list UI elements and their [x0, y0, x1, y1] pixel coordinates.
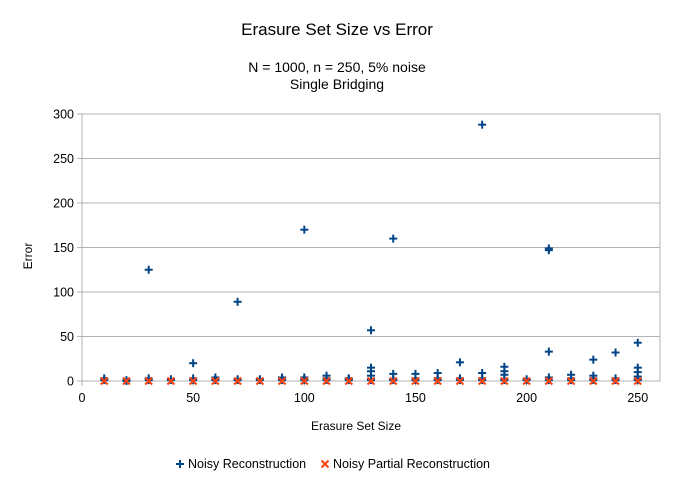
legend-label-noisy-partial-reconstruction: Noisy Partial Reconstruction [333, 457, 490, 471]
data-point-s1-2 [144, 376, 153, 386]
data-point-s0-15 [233, 297, 242, 306]
chart-title: Erasure Set Size vs Error [241, 20, 433, 39]
data-point-s1-6 [233, 376, 242, 386]
legend: Noisy Reconstruction Noisy Partial Recon… [176, 457, 490, 471]
data-point-s1-1 [122, 376, 131, 386]
data-point-s1-19 [522, 376, 531, 386]
chart-subtitle-line-2: Single Bridging [290, 76, 384, 92]
data-point-s0-78 [633, 338, 642, 347]
y-tick-label-300: 300 [53, 108, 74, 122]
data-point-s0-71 [589, 355, 598, 364]
x-tick-label-0: 0 [79, 391, 86, 405]
y-axis-label: Error [21, 243, 35, 270]
data-point-s1-21 [566, 376, 576, 386]
x-tick-label-100: 100 [294, 391, 315, 405]
series-1 [100, 376, 642, 386]
legend-marker-noisy-reconstruction [176, 460, 184, 468]
data-point-s1-9 [300, 376, 309, 386]
y-tick-label-150: 150 [53, 241, 74, 255]
data-point-s1-17 [477, 376, 487, 386]
y-tick-label-100: 100 [53, 286, 74, 300]
gridlines [82, 113, 660, 337]
data-point-s1-10 [322, 376, 331, 386]
chart-subtitle-line-1: N = 1000, n = 250, 5% noise [248, 59, 426, 75]
y-tick-label-250: 250 [53, 152, 74, 166]
x-axis: 0 50 100 150 200 250 [79, 381, 648, 405]
data-point-s1-8 [277, 376, 287, 386]
data-point-s0-39 [389, 234, 398, 243]
data-point-s1-15 [433, 376, 442, 386]
data-point-s1-4 [188, 376, 198, 386]
y-tick-label-50: 50 [60, 330, 74, 344]
legend-x-marker [320, 459, 330, 469]
data-point-s1-14 [411, 376, 420, 386]
x-tick-label-250: 250 [627, 391, 648, 405]
x-tick-label-150: 150 [405, 391, 426, 405]
legend-label-noisy-reconstruction: Noisy Reconstruction [188, 457, 306, 471]
data-point-s0-65 [544, 347, 553, 356]
data-point-s1-24 [633, 376, 642, 386]
data-point-s1-12 [366, 376, 376, 386]
data-point-s1-16 [455, 376, 465, 386]
x-tick-label-50: 50 [186, 391, 200, 405]
data-point-s1-23 [611, 376, 620, 386]
data-points [100, 120, 642, 386]
data-point-s1-0 [100, 376, 109, 386]
x-axis-label: Erasure Set Size [311, 419, 401, 433]
data-point-s0-9 [189, 359, 198, 368]
legend-plus-marker [176, 460, 184, 468]
data-point-s1-5 [211, 376, 220, 386]
data-point-s1-3 [166, 376, 176, 386]
data-point-s0-64 [544, 246, 553, 255]
series-0 [100, 120, 642, 385]
y-tick-label-0: 0 [67, 375, 74, 389]
x-tick-label-200: 200 [516, 391, 537, 405]
data-point-s1-13 [389, 376, 398, 386]
data-point-s1-20 [544, 376, 554, 386]
data-point-s0-23 [300, 225, 309, 234]
y-axis: 0 50 100 150 200 250 300 [53, 108, 82, 389]
data-point-s0-75 [611, 348, 620, 357]
legend-marker-noisy-partial-reconstruction [320, 459, 330, 469]
data-point-s0-52 [478, 120, 487, 129]
data-point-s0-49 [455, 358, 464, 367]
data-point-s0-33 [367, 326, 375, 335]
y-tick-label-200: 200 [53, 197, 74, 211]
data-point-s1-7 [255, 376, 265, 386]
data-point-s1-18 [500, 376, 509, 386]
data-point-s0-4 [144, 265, 153, 274]
data-point-s1-11 [344, 376, 353, 386]
data-point-s1-22 [589, 376, 598, 386]
